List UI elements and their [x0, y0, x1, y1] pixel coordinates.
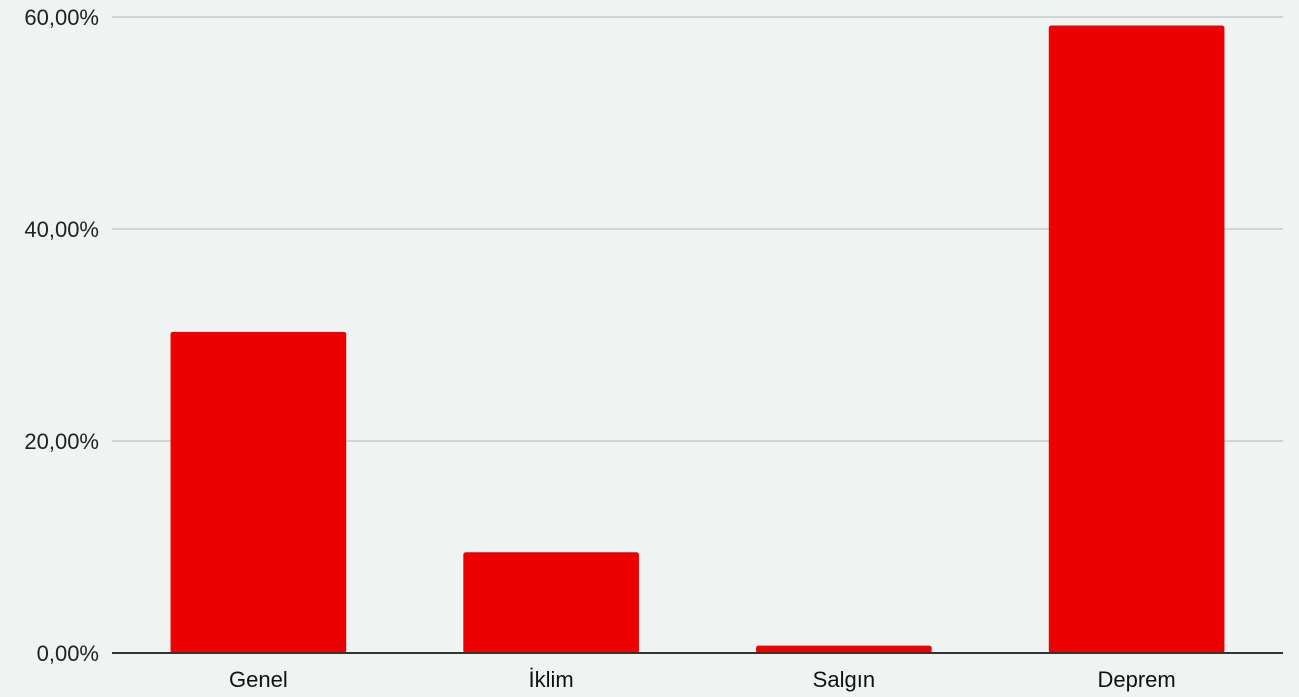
y-tick-label: 20,00% [24, 429, 99, 454]
bars [170, 25, 1225, 654]
y-axis-tick-labels: 0,00% 20,00% 40,00% 60,00% [24, 5, 99, 666]
x-axis-category-labels: Genel İklim Salgın Deprem [229, 667, 1176, 692]
bar-3 [756, 645, 932, 653]
bar-1 [170, 331, 347, 653]
y-tick-label: 0,00% [37, 641, 99, 666]
x-category-label: Deprem [1098, 667, 1176, 692]
x-category-label: İklim [529, 667, 574, 692]
x-category-label: Salgın [813, 667, 875, 692]
y-tick-label: 40,00% [24, 217, 99, 242]
x-category-label: Genel [229, 667, 288, 692]
bar-4 [1048, 25, 1225, 654]
bar-2 [463, 552, 639, 653]
y-tick-label: 60,00% [24, 5, 99, 30]
